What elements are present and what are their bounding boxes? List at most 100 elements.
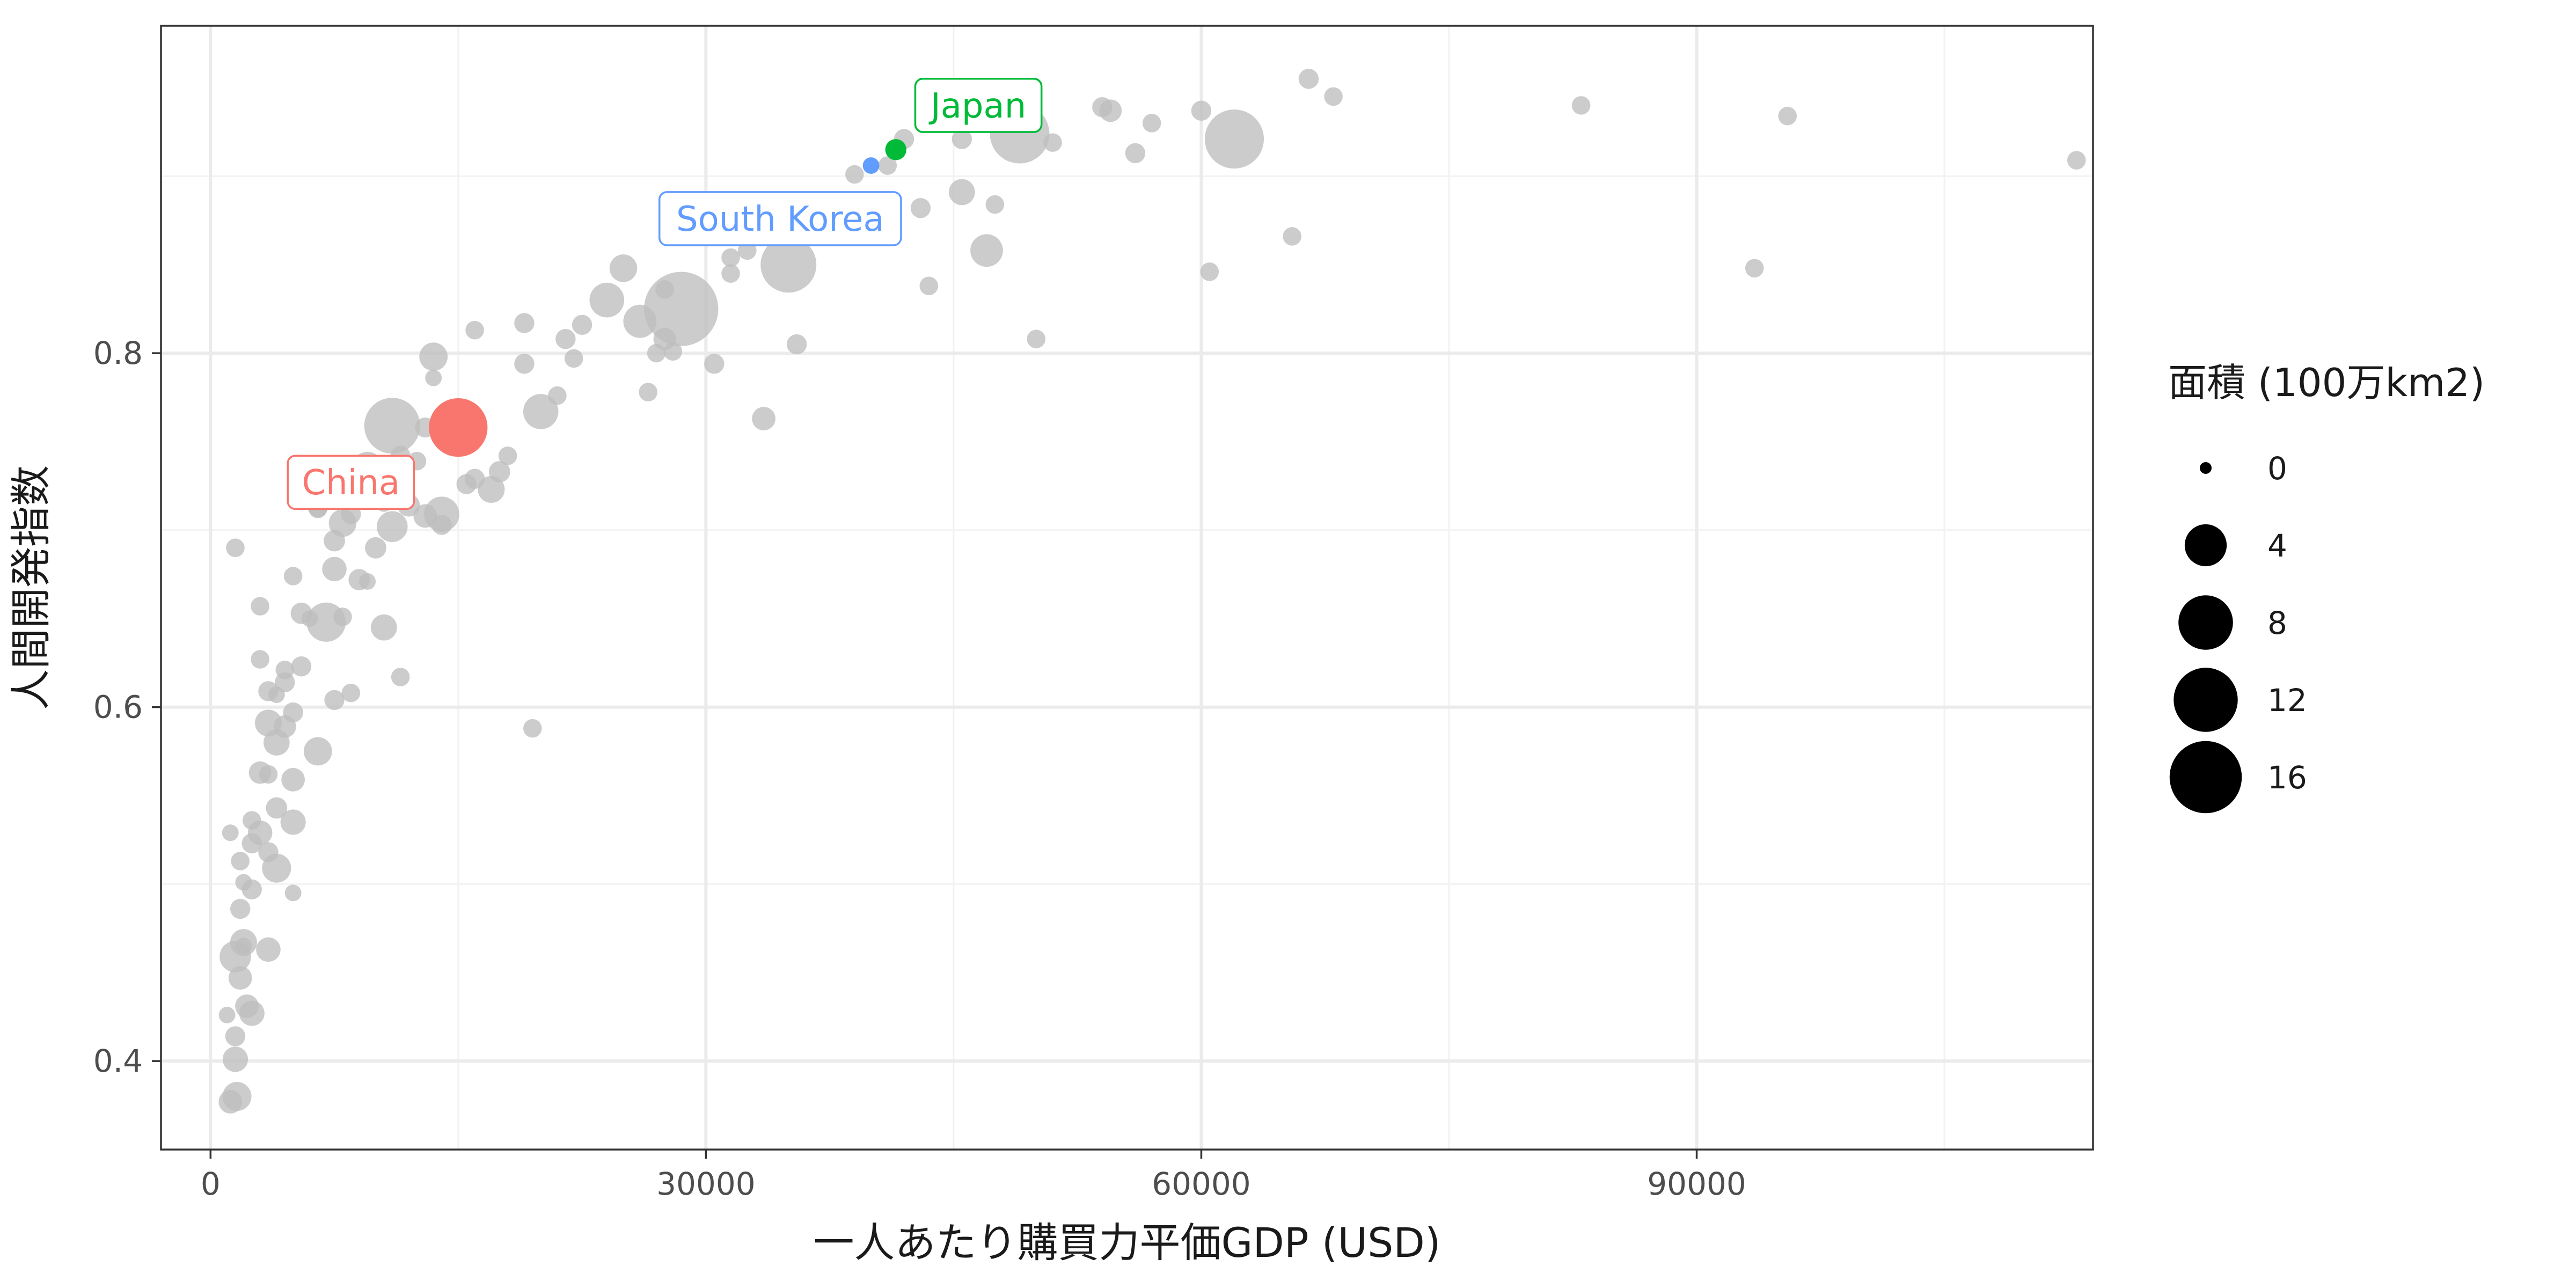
data-point [259, 765, 278, 784]
data-point [391, 668, 410, 686]
legend-key [2200, 462, 2212, 474]
data-point [498, 447, 517, 465]
data-point [609, 254, 638, 282]
data-point [1778, 106, 1797, 126]
data-point [1283, 227, 1301, 246]
x-tick-label: 60000 [1152, 1166, 1251, 1202]
axes: 0 30000 60000 90000 0.4 0.6 0.8 [93, 335, 1746, 1202]
data-point [845, 165, 864, 184]
data-point [786, 334, 807, 355]
data-point [251, 597, 269, 616]
highlight-label-box [658, 191, 902, 246]
data-point [283, 702, 303, 723]
data-point [456, 474, 477, 494]
data-point [235, 938, 252, 955]
data-point [235, 874, 252, 891]
data-point [1745, 259, 1764, 278]
data-point [1043, 133, 1062, 152]
legend-key [2174, 668, 2238, 732]
highlight-label-box [287, 455, 415, 510]
data-point [752, 407, 775, 430]
data-point [623, 304, 657, 338]
data-point [1204, 109, 1264, 169]
legend-title: 面積 (100万km2) [2168, 360, 2485, 405]
highlight-point [862, 157, 880, 174]
data-point [1125, 143, 1146, 164]
data-point [218, 1090, 243, 1114]
highlight-label: South Korea [676, 200, 884, 239]
data-point [301, 610, 318, 627]
highlight-label: China [302, 463, 400, 503]
legend-label: 0 [2267, 450, 2287, 487]
data-point [548, 386, 567, 405]
legend-key [2169, 741, 2242, 814]
highlight-label-box [914, 78, 1043, 133]
data-point [1298, 69, 1319, 89]
legend-label: 8 [2267, 605, 2287, 641]
data-point [948, 179, 975, 206]
data-point [1142, 114, 1161, 133]
data-point [364, 398, 420, 454]
data-point [514, 354, 535, 374]
data-point [376, 511, 408, 543]
data-point [523, 719, 542, 738]
data-point [268, 686, 285, 703]
data-point [258, 842, 279, 862]
data-point [919, 276, 939, 296]
data-point [970, 234, 1003, 267]
data-point [266, 797, 288, 819]
data-point [222, 1046, 248, 1072]
data-point [284, 884, 302, 902]
data-point [341, 683, 361, 702]
data-point [910, 197, 931, 218]
highlight-point [885, 139, 906, 160]
data-point [218, 1006, 236, 1023]
data-point [235, 994, 259, 1018]
y-tick-label: 0.4 [93, 1043, 143, 1079]
data-point [1092, 97, 1113, 118]
data-point [721, 248, 740, 267]
y-tick-label: 0.6 [93, 689, 143, 726]
highlighted-points: China Japan South Korea [287, 78, 1043, 510]
data-point [303, 737, 332, 766]
data-point [413, 504, 437, 528]
data-point [639, 383, 657, 401]
data-point [226, 538, 245, 558]
data-point [324, 530, 345, 552]
y-axis-title: 人間開発指数 [7, 465, 55, 710]
data-point [1324, 87, 1343, 106]
data-point [333, 608, 352, 626]
data-point [663, 342, 683, 361]
data-point [572, 314, 592, 335]
data-point [721, 264, 740, 283]
data-point [478, 475, 505, 503]
data-point [251, 650, 269, 669]
data-point [564, 349, 583, 368]
data-point [704, 354, 724, 374]
data-point [222, 824, 239, 841]
x-axis-title: 一人あたり購買力平価GDP (USD) [813, 1219, 1440, 1267]
data-point [1200, 262, 1219, 281]
y-tick-label: 0.8 [93, 335, 143, 371]
highlight-point [429, 398, 488, 457]
data-point [878, 156, 897, 175]
data-point [647, 343, 666, 363]
data-point [952, 129, 972, 149]
data-point [230, 898, 251, 919]
data-point [231, 852, 250, 870]
highlight-label: Japan [928, 86, 1027, 126]
x-tick-label: 0 [201, 1166, 221, 1202]
data-point [365, 537, 386, 559]
legend-key [2184, 524, 2227, 567]
data-point [655, 280, 674, 299]
data-point [324, 690, 345, 711]
legend: 面積 (100万km2) 0 4 8 12 16 [2168, 360, 2485, 814]
data-point [555, 328, 576, 349]
data-point [322, 557, 347, 582]
data-point [465, 320, 484, 340]
legend-key [2178, 595, 2233, 650]
data-point [419, 342, 448, 371]
data-point [275, 661, 295, 679]
x-tick-label: 30000 [656, 1166, 756, 1202]
